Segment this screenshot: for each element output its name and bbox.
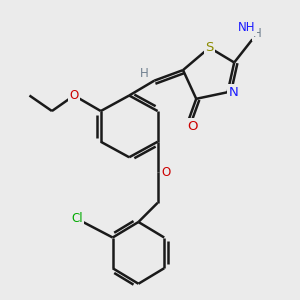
Text: O: O — [69, 89, 79, 102]
Text: O: O — [187, 120, 197, 133]
Text: H: H — [253, 27, 262, 40]
Text: Cl: Cl — [71, 212, 83, 224]
Text: S: S — [205, 41, 214, 54]
Text: O: O — [161, 166, 170, 179]
Text: NH: NH — [238, 21, 255, 34]
Text: H: H — [140, 67, 149, 80]
Text: N: N — [229, 86, 238, 99]
